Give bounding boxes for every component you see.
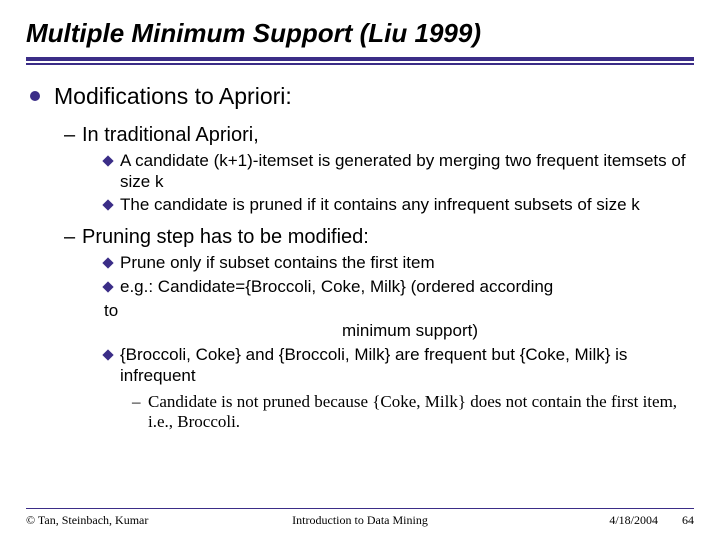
footer-rule: [26, 508, 694, 509]
bullet-level3: e.g.: Candidate={Broccoli, Coke, Milk} (…: [30, 277, 690, 298]
bullet-level1: Modifications to Apriori:: [30, 83, 690, 110]
l3-continuation: to: [30, 301, 690, 322]
bullet-level3: The candidate is pruned if it contains a…: [30, 195, 690, 216]
slide-title: Multiple Minimum Support (Liu 1999): [26, 18, 694, 49]
diamond-icon: [102, 281, 113, 292]
bullet-level3: {Broccoli, Coke} and {Broccoli, Milk} ar…: [30, 345, 690, 386]
diamond-icon: [102, 155, 113, 166]
bullet-level2: Pruning step has to be modified:: [30, 226, 690, 249]
diamond-icon: [102, 349, 113, 360]
footer-page-number: 64: [682, 513, 694, 528]
dot-icon: [30, 91, 40, 101]
l3-text: Prune only if subset contains the first …: [120, 253, 435, 272]
footer-copyright: © Tan, Steinbach, Kumar: [26, 513, 148, 528]
slide-body: Modifications to Apriori: In traditional…: [26, 65, 694, 432]
bullet-level2: In traditional Apriori,: [30, 124, 690, 147]
footer-date: 4/18/2004: [609, 513, 658, 528]
slide-footer: © Tan, Steinbach, Kumar Introduction to …: [0, 508, 720, 528]
l3-text: The candidate is pruned if it contains a…: [120, 195, 640, 214]
l1-text: Modifications to Apriori:: [54, 83, 292, 109]
l3-text: {Broccoli, Coke} and {Broccoli, Milk} ar…: [120, 345, 627, 385]
bullet-level3: A candidate (k+1)-itemset is generated b…: [30, 151, 690, 192]
title-rule-thick: [26, 57, 694, 61]
l3-text: A candidate (k+1)-itemset is generated b…: [120, 151, 686, 191]
diamond-icon: [102, 258, 113, 269]
bullet-level3: Prune only if subset contains the first …: [30, 253, 690, 274]
diamond-icon: [102, 200, 113, 211]
footer-title: Introduction to Data Mining: [292, 513, 428, 528]
l3-text: e.g.: Candidate={Broccoli, Coke, Milk} (…: [120, 277, 553, 296]
l3-continuation: minimum support): [30, 321, 690, 342]
bullet-level4: Candidate is not pruned because {Coke, M…: [30, 392, 690, 433]
